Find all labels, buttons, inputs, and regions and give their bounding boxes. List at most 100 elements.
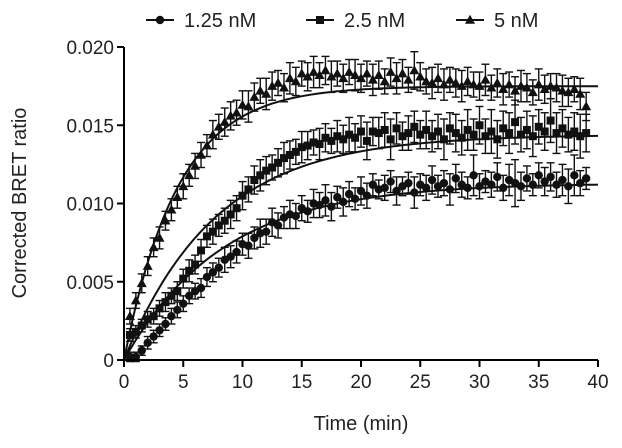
- data-point: [533, 79, 544, 89]
- data-point: [534, 171, 543, 180]
- data-point: [368, 180, 378, 189]
- data-point: [557, 85, 568, 95]
- data-point: [433, 73, 444, 83]
- data-point: [463, 125, 472, 134]
- y-tick-label: 0.015: [66, 116, 114, 137]
- data-point: [160, 215, 171, 225]
- data-point: [444, 74, 455, 84]
- data-point: [339, 197, 348, 207]
- data-point: [468, 79, 479, 89]
- error-bars: [125, 50, 591, 363]
- data-point: [451, 129, 460, 138]
- data-point: [344, 66, 355, 76]
- data-point: [166, 204, 177, 214]
- data-point: [361, 68, 372, 78]
- data-point: [131, 352, 141, 362]
- data-point: [386, 135, 395, 144]
- data-point: [528, 180, 538, 189]
- data-point: [332, 68, 343, 78]
- data-point: [155, 326, 164, 335]
- data-point: [149, 332, 158, 341]
- data-point: [404, 178, 413, 188]
- data-point: [196, 283, 206, 293]
- data-point: [439, 178, 449, 188]
- data-point: [202, 272, 212, 282]
- ticks: 0 5 10 15 20 25 30 35 40 0 0.005 0.010 0.015 0.020: [66, 38, 608, 393]
- data-point: [244, 185, 253, 194]
- data-point: [540, 127, 549, 136]
- data-point: [397, 68, 408, 78]
- data-point: [273, 221, 283, 230]
- data-point: [486, 82, 497, 92]
- data-point: [527, 87, 538, 97]
- data-point: [302, 71, 313, 81]
- data-point: [250, 233, 259, 243]
- data-point: [481, 132, 490, 141]
- data-point: [564, 130, 573, 139]
- data-point: [439, 135, 448, 144]
- data-point: [380, 125, 389, 134]
- data-point: [505, 129, 514, 138]
- data-point: [475, 121, 484, 130]
- data-point: [570, 127, 579, 136]
- data-point: [404, 129, 413, 138]
- data-point: [226, 210, 235, 219]
- data-point: [551, 82, 562, 92]
- data-point: [219, 116, 230, 126]
- data-point: [339, 135, 348, 144]
- x-tick-label: 25: [410, 372, 431, 393]
- y-tick-label: 0.020: [66, 38, 114, 59]
- data-point: [256, 171, 265, 180]
- data-point: [582, 129, 591, 138]
- data-point: [428, 132, 437, 141]
- y-tick-label: 0: [103, 351, 114, 372]
- data-point: [403, 74, 414, 84]
- data-point: [161, 298, 170, 307]
- data-point: [391, 73, 402, 83]
- data-point: [581, 174, 591, 183]
- data-point: [344, 189, 354, 199]
- data-point: [563, 87, 574, 97]
- data-point: [398, 132, 407, 141]
- data-point: [575, 88, 586, 98]
- data-point: [367, 74, 378, 84]
- legend-label: 2.5 nM: [344, 10, 405, 32]
- x-tick-label: 15: [291, 372, 312, 393]
- data-point: [262, 227, 271, 236]
- data-point: [469, 130, 478, 139]
- data-point: [130, 295, 141, 305]
- data-point: [521, 82, 532, 92]
- x-axis-title: Time (min): [314, 413, 409, 435]
- data-point: [368, 127, 377, 136]
- data-point: [321, 133, 330, 142]
- data-point: [232, 204, 241, 213]
- data-point: [351, 133, 360, 142]
- data-point: [268, 163, 277, 172]
- data-point: [314, 69, 325, 79]
- legend: 1.25 nM 2.5 nM 5 nM: [146, 10, 538, 32]
- data-point: [309, 138, 318, 147]
- data-point: [511, 118, 520, 127]
- data-point: [291, 211, 301, 221]
- data-point: [373, 69, 384, 79]
- legend-marker: [465, 14, 475, 24]
- x-tick-label: 40: [587, 372, 608, 393]
- data-point: [552, 129, 561, 138]
- data-point: [161, 319, 170, 329]
- data-point: [457, 133, 466, 142]
- data-point: [474, 80, 485, 90]
- data-point: [179, 274, 188, 283]
- data-point: [284, 73, 295, 83]
- data-point: [333, 193, 342, 202]
- data-point: [492, 77, 503, 87]
- data-point: [350, 194, 360, 204]
- data-point: [385, 66, 396, 76]
- data-point: [493, 135, 502, 144]
- data-point: [225, 110, 236, 120]
- data-point: [463, 183, 472, 193]
- data-point: [345, 130, 354, 139]
- data-point: [273, 77, 284, 87]
- data-point: [303, 207, 312, 216]
- data-point: [184, 170, 195, 180]
- data-point: [244, 241, 253, 250]
